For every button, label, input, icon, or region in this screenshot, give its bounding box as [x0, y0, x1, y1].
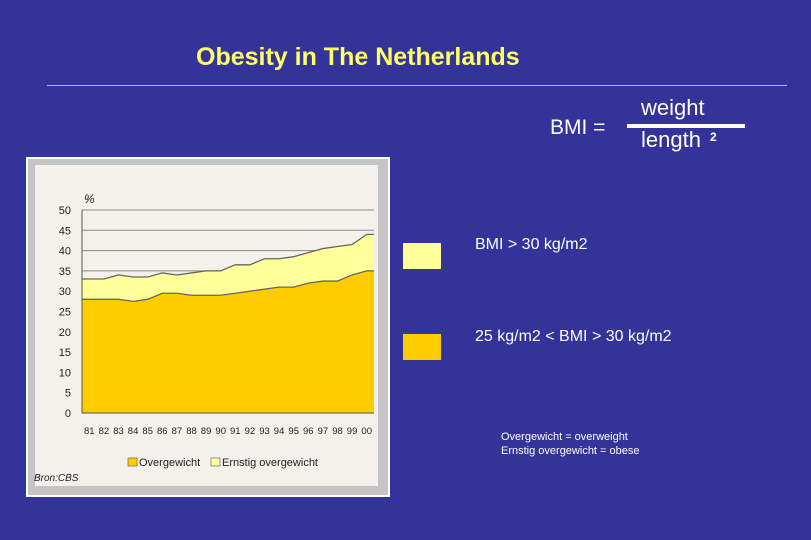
legend-label-obese: BMI > 30 kg/m2 [475, 236, 588, 253]
y-tick-label: 25 [59, 307, 71, 319]
translation-note: Overgewicht = overweight Ernstig overgew… [501, 430, 640, 458]
legend-swatch-overweight [403, 334, 441, 360]
x-tick-label: 89 [201, 426, 212, 437]
line-ernstig-overgewicht [82, 233, 374, 280]
x-tick-label: 93 [259, 426, 270, 437]
chart-legend-swatch-ernstig [210, 457, 221, 467]
x-tick-label: 92 [245, 426, 256, 437]
x-tick-label: 84 [128, 426, 139, 437]
x-tick-label: 83 [113, 426, 124, 437]
bmi-denominator: length 2 [641, 127, 717, 153]
x-tick-label: 85 [142, 426, 153, 437]
x-tick-label: 95 [288, 426, 299, 437]
y-tick-label: 20 [59, 327, 71, 339]
x-tick-label: 81 [84, 426, 95, 437]
bmi-formula-label: BMI = [550, 116, 606, 139]
y-tick-label: 35 [59, 266, 71, 278]
title-divider [47, 85, 787, 86]
chart-legend-swatch-overgewicht [127, 457, 138, 467]
x-tick-label: 94 [274, 426, 285, 437]
x-tick-label: 82 [99, 426, 110, 437]
y-tick-label: 45 [59, 225, 71, 237]
bmi-fraction-bar [627, 124, 745, 128]
chart-legend-label-ernstig: Ernstig overgewicht [222, 457, 318, 469]
legend-swatch-obese [403, 243, 441, 269]
chart-source: Bron:CBS [34, 473, 79, 484]
line-overgewicht [82, 270, 374, 303]
note-obese: Ernstig overgewicht = obese [501, 445, 640, 457]
y-tick-label: 15 [59, 347, 71, 359]
bmi-exponent: 2 [709, 130, 717, 144]
y-tick-label: 0 [65, 408, 71, 420]
chart-legend-label-overgewicht: Overgewicht [139, 457, 200, 469]
legend-label-overweight: 25 kg/m2 < BMI > 30 kg/m2 [475, 328, 672, 345]
area-overgewicht [82, 270, 374, 413]
bmi-numerator: weight [641, 95, 705, 120]
y-tick-label: 40 [59, 246, 71, 258]
x-tick-label: 00 [361, 426, 372, 437]
x-tick-label: 87 [172, 426, 183, 437]
y-tick-label: 50 [59, 205, 71, 217]
bmi-denominator-text: length [641, 127, 701, 152]
y-axis-label: % [84, 192, 95, 206]
x-tick-label: 86 [157, 426, 168, 437]
x-tick-label: 96 [303, 426, 314, 437]
x-tick-label: 98 [332, 426, 343, 437]
x-tick-label: 88 [186, 426, 197, 437]
y-tick-label: 30 [59, 286, 71, 298]
y-tick-label: 10 [59, 367, 71, 379]
note-overweight: Overgewicht = overweight [501, 431, 628, 443]
slide-title: Obesity in The Netherlands [196, 43, 520, 71]
y-tick-label: 5 [65, 388, 71, 400]
x-tick-label: 91 [230, 426, 241, 437]
x-tick-label: 99 [347, 426, 358, 437]
x-tick-label: 90 [215, 426, 226, 437]
x-tick-label: 97 [318, 426, 329, 437]
